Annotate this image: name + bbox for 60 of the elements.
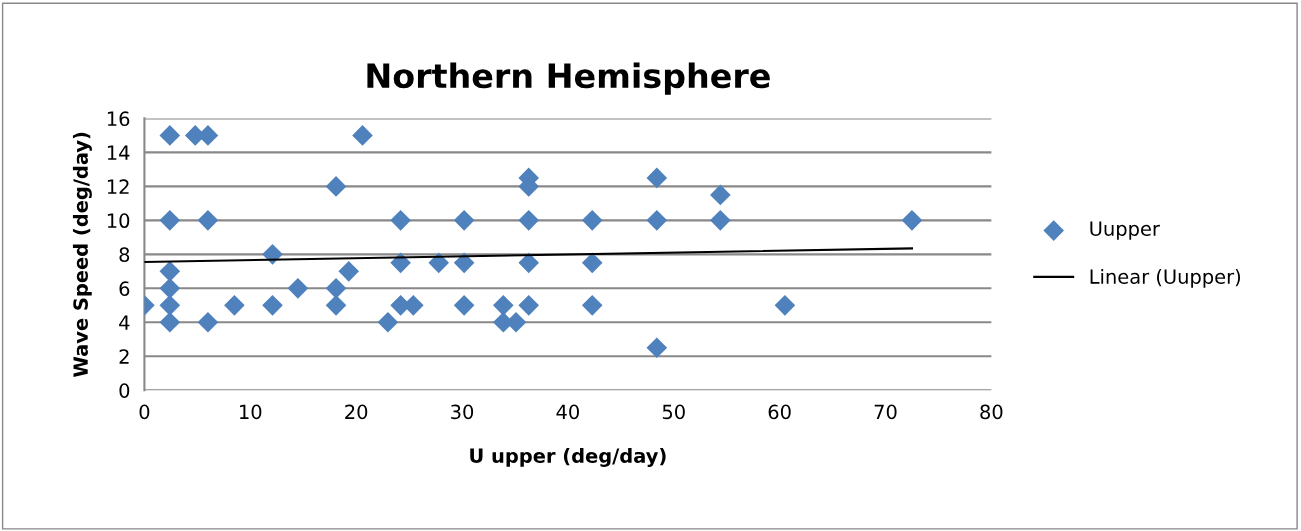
point — [325, 295, 347, 316]
point — [710, 210, 731, 231]
point — [453, 210, 475, 231]
point — [518, 252, 540, 274]
y-axis-title: Wave Speed (deg/day) — [72, 132, 92, 378]
point — [377, 312, 399, 333]
point — [646, 337, 668, 359]
point — [159, 312, 181, 333]
point — [224, 295, 245, 316]
x-tick-label: 80 — [980, 404, 1003, 420]
point — [390, 210, 411, 231]
point — [338, 261, 360, 282]
point — [581, 210, 603, 231]
point — [325, 176, 347, 197]
point — [901, 210, 923, 231]
point — [197, 312, 219, 333]
point — [262, 244, 283, 265]
y-tick-label: 10 — [107, 213, 130, 229]
x-tick-label: 40 — [556, 404, 579, 420]
x-tick-label: 30 — [451, 404, 474, 420]
point — [287, 278, 309, 299]
point — [352, 125, 373, 146]
y-tick-label: 16 — [107, 111, 130, 127]
point — [518, 210, 540, 231]
point — [646, 210, 668, 231]
y-tick-label: 14 — [107, 145, 130, 160]
point — [159, 125, 181, 146]
chart-title: Northern Hemisphere — [367, 62, 770, 95]
y-tick-label: 2 — [119, 349, 129, 364]
point — [518, 295, 540, 316]
y-tick-label: 0 — [119, 383, 130, 398]
x-tick-label: 0 — [139, 404, 150, 420]
x-tick-label: 60 — [768, 404, 791, 420]
point — [262, 295, 283, 316]
point — [428, 252, 450, 274]
point — [159, 261, 181, 282]
point — [493, 295, 514, 316]
point — [646, 167, 668, 189]
point — [453, 295, 475, 316]
point — [581, 295, 603, 316]
x-tick-label: 70 — [874, 404, 897, 420]
y-tick-label: 12 — [107, 179, 129, 194]
legend-label: Linear (Uupper) — [1090, 268, 1241, 288]
point — [159, 210, 181, 231]
point — [581, 252, 603, 274]
x-axis-title: U upper (deg/day) — [470, 447, 666, 467]
x-tick-label: 20 — [345, 404, 368, 420]
y-tick-label: 6 — [119, 281, 130, 296]
point — [774, 295, 796, 316]
y-tick-label: 8 — [119, 247, 130, 263]
point — [710, 184, 731, 206]
point — [159, 278, 181, 299]
y-tick-label: 4 — [119, 315, 130, 330]
x-tick-label: 10 — [240, 404, 262, 420]
point — [197, 210, 219, 231]
point — [159, 295, 181, 316]
point — [325, 278, 347, 299]
legend-label: Uupper — [1090, 221, 1160, 240]
point — [453, 252, 475, 274]
x-tick-label: 50 — [662, 404, 685, 420]
